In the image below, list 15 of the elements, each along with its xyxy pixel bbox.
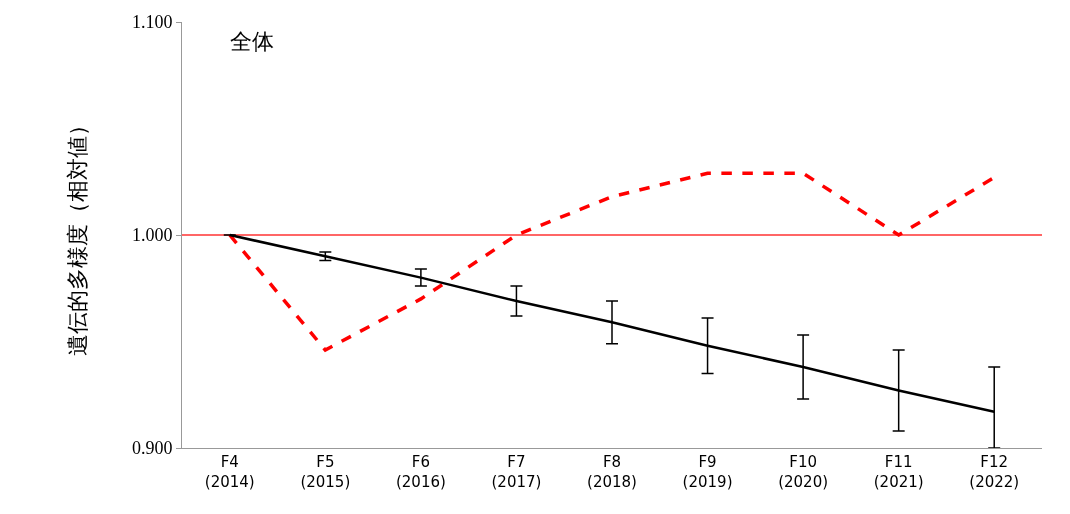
x-tick-label: F7 (2017) (491, 453, 542, 491)
x-tick-label: F6 (2016) (395, 453, 446, 491)
line-series (228, 171, 996, 352)
x-tick-label: F4 (2014) (204, 453, 255, 491)
y-tick-label: 1.100 (131, 12, 173, 33)
x-tick-label: F12 (2022) (969, 453, 1020, 491)
x-tick-label: F10 (2020) (778, 453, 829, 491)
x-tick-label: F5 (2015) (300, 453, 351, 491)
y-tick-label: 0.900 (131, 438, 173, 459)
y-tick-label: 1.000 (131, 225, 173, 246)
x-tick-label: F9 (2019) (682, 453, 733, 491)
x-tick-label: F8 (2018) (587, 453, 637, 491)
x-tick-label: F11 (2021) (873, 453, 924, 491)
y-axis-title: 遺伝的多様度（相対値） (64, 114, 90, 356)
chart-title: 全体 (230, 28, 275, 54)
